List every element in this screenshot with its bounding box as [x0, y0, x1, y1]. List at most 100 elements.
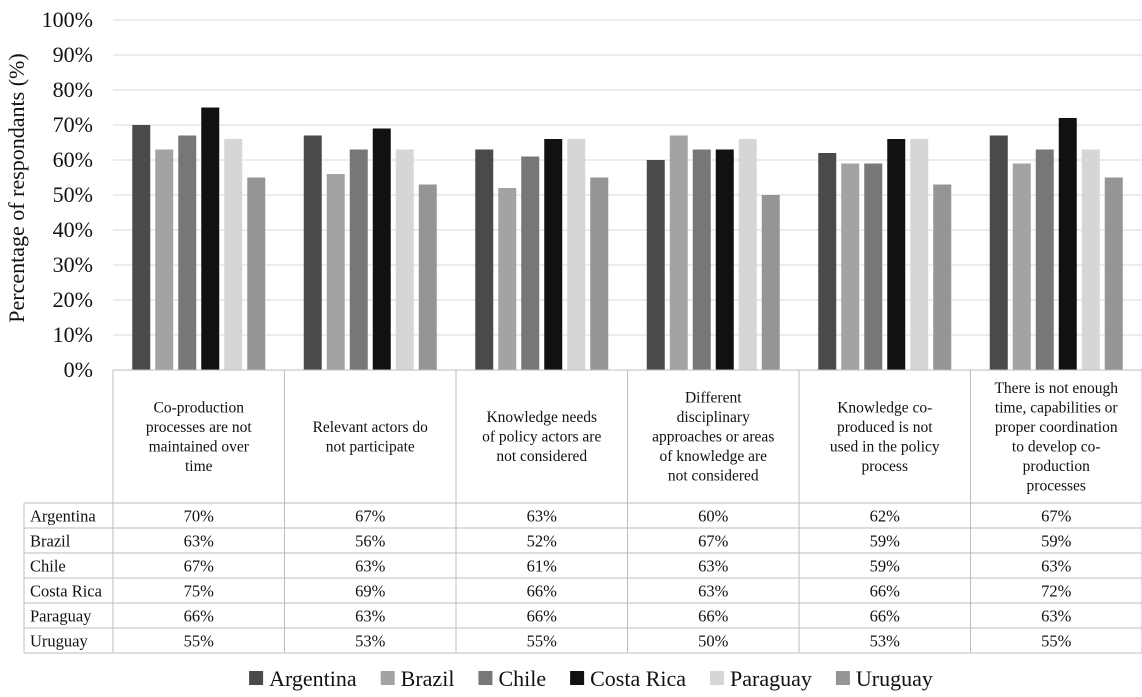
bar — [818, 153, 837, 370]
legend-swatch — [710, 671, 725, 685]
category-label: of knowledge are — [659, 448, 767, 465]
bar — [521, 156, 540, 370]
bar — [201, 107, 220, 370]
legend-label: Costa Rica — [590, 666, 686, 691]
table-row-label: Argentina — [30, 507, 96, 526]
bar — [910, 139, 929, 370]
y-tick-label: 10% — [53, 322, 93, 347]
data-table: Co-production processes are not maintained… — [23, 369, 1142, 654]
data-label: 52% — [527, 532, 558, 551]
bar — [933, 184, 952, 370]
bar — [864, 163, 883, 370]
data-label: 63% — [698, 582, 729, 601]
table-row-label: Uruguay — [30, 632, 88, 651]
y-tick-label: 70% — [53, 112, 93, 137]
bar — [303, 135, 322, 370]
bar — [475, 149, 494, 370]
data-label: 69% — [355, 582, 386, 601]
y-tick-label: 60% — [53, 147, 93, 172]
y-tick-label: 30% — [53, 252, 93, 277]
bar — [326, 174, 345, 370]
data-label: 75% — [184, 582, 215, 601]
legend-label: Brazil — [401, 666, 455, 691]
category-label: maintained over — [149, 438, 250, 455]
bar — [590, 177, 609, 370]
data-label: 67% — [1041, 507, 1072, 526]
y-tick-label: 100% — [42, 7, 93, 32]
legend-swatch — [380, 671, 395, 685]
bar — [372, 128, 391, 370]
data-label: 50% — [698, 632, 729, 651]
data-label: 66% — [184, 607, 215, 626]
bar — [715, 149, 734, 370]
data-label: 66% — [870, 607, 901, 626]
gridlines — [113, 19, 1142, 336]
data-label: 72% — [1041, 582, 1072, 601]
category-label: of policy actors are — [482, 429, 601, 446]
data-label: 67% — [698, 532, 729, 551]
legend-label: Uruguay — [856, 666, 933, 691]
data-label: 61% — [527, 557, 558, 576]
y-tick-label: 80% — [53, 77, 93, 102]
bar — [1058, 118, 1077, 370]
legend-label: Paraguay — [730, 666, 812, 691]
category-label: Knowledge needs — [486, 409, 597, 426]
category-label: to develop co- — [1012, 438, 1101, 455]
data-label: 63% — [1041, 607, 1072, 626]
bar — [155, 149, 174, 370]
data-label: 66% — [870, 582, 901, 601]
data-label: 53% — [355, 632, 386, 651]
legend-label: Argentina — [269, 666, 357, 691]
table-row-label: Chile — [30, 557, 66, 576]
bar — [498, 188, 517, 370]
data-label: 59% — [870, 532, 901, 551]
bar — [841, 163, 860, 370]
bar — [567, 139, 586, 370]
y-axis-label: Percentage of respondants (%) — [4, 53, 29, 322]
bar — [1081, 149, 1100, 370]
category-label: Relevant actors do — [313, 419, 429, 436]
bar — [887, 139, 906, 370]
y-tick-label: 50% — [53, 182, 93, 207]
y-tick-label: 0% — [64, 357, 93, 382]
y-tick-label: 20% — [53, 287, 93, 312]
data-label: 56% — [355, 532, 386, 551]
data-label: 60% — [698, 507, 729, 526]
bar — [692, 149, 711, 370]
data-label: 66% — [698, 607, 729, 626]
bar — [1012, 163, 1031, 370]
bar — [646, 160, 665, 370]
legend: Argentina Brazil Chile Costa Rica Paraguay Ur… — [249, 666, 933, 691]
data-label: 67% — [184, 557, 215, 576]
category-label: processes — [1027, 477, 1086, 494]
data-label: 55% — [184, 632, 215, 651]
bar — [132, 125, 151, 370]
bar — [544, 139, 563, 370]
category-label: not considered — [668, 468, 759, 485]
category-label: Knowledge co- — [837, 399, 932, 416]
category-label: production — [1023, 458, 1090, 475]
data-label: 53% — [870, 632, 901, 651]
legend-swatch — [570, 671, 585, 685]
legend-swatch — [249, 671, 264, 685]
category-label: time, capabilities or — [995, 399, 1119, 416]
data-label: 55% — [527, 632, 558, 651]
data-label: 66% — [527, 607, 558, 626]
legend-swatch — [835, 671, 850, 685]
category-label: Different — [685, 390, 742, 407]
bar — [669, 135, 688, 370]
category-label: There is not enough — [994, 380, 1118, 397]
category-label: produced is not — [837, 419, 933, 436]
data-label: 59% — [870, 557, 901, 576]
data-label: 63% — [355, 607, 386, 626]
category-label: Co-production — [154, 399, 245, 416]
table-row-label: Costa Rica — [30, 582, 103, 601]
data-label: 67% — [355, 507, 386, 526]
data-label: 63% — [1041, 557, 1072, 576]
bars — [132, 107, 1123, 370]
bar — [1035, 149, 1054, 370]
y-tick-label: 90% — [53, 42, 93, 67]
data-label: 63% — [184, 532, 215, 551]
bar — [761, 195, 780, 370]
